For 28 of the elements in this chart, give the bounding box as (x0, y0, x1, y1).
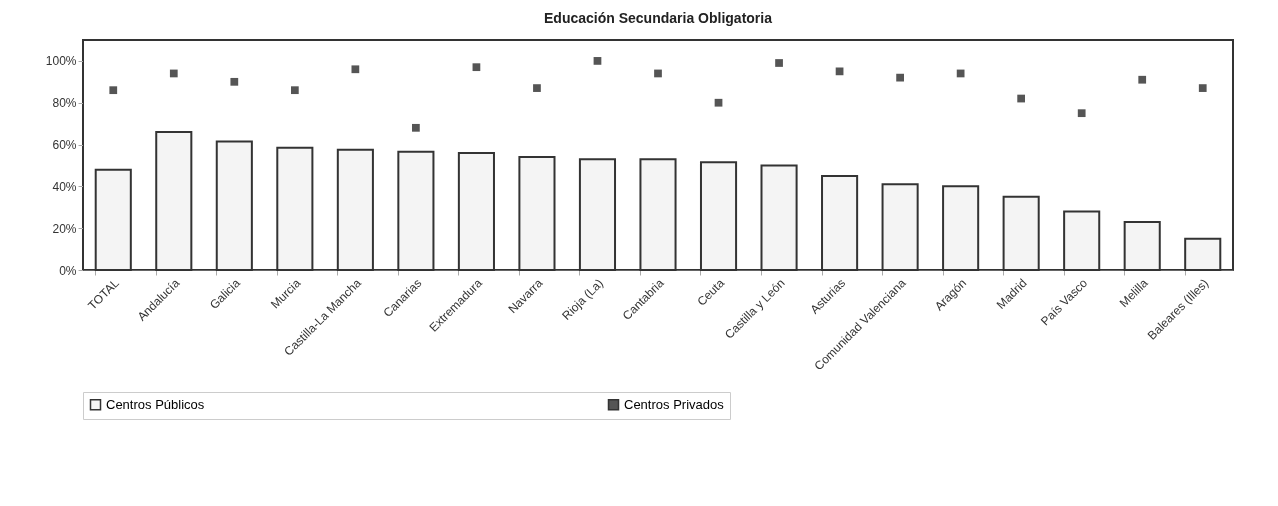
point (775, 59, 783, 67)
point (351, 65, 360, 74)
point (1198, 84, 1207, 92)
y-tick-label: 80% (52, 96, 77, 111)
legend-label: Centros Públicos (106, 396, 205, 412)
chart-title: Educación Secundaria Obligatoria (544, 10, 773, 26)
point (593, 57, 602, 65)
y-tick-label: 0% (59, 263, 77, 278)
point (956, 69, 965, 78)
point (533, 84, 541, 92)
point (714, 98, 723, 107)
point (169, 69, 178, 78)
point (290, 86, 299, 95)
y-tick-label: 100% (45, 54, 77, 69)
point (109, 86, 118, 95)
point (472, 63, 481, 72)
y-tick-label: 20% (52, 221, 77, 236)
point (835, 67, 844, 76)
legend-label: Centros Privados (624, 396, 725, 412)
y-tick-label: 60% (52, 138, 77, 153)
point (1017, 94, 1026, 103)
point (230, 77, 239, 86)
point (1077, 109, 1086, 118)
point (412, 123, 420, 132)
point (896, 73, 904, 82)
y-tick-label: 40% (52, 179, 77, 194)
point (654, 69, 662, 78)
point (1138, 75, 1147, 84)
